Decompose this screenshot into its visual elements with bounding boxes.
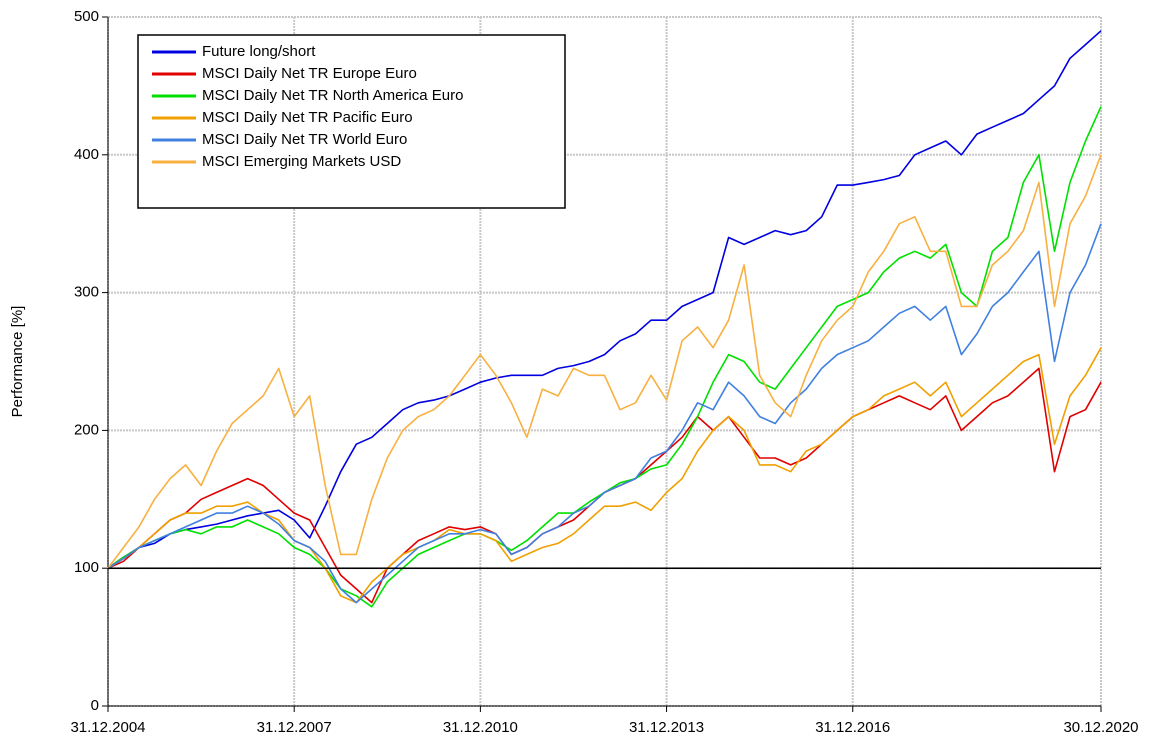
legend-label: MSCI Daily Net TR Europe Euro [202, 65, 417, 82]
y-tick-label: 0 [91, 697, 99, 714]
x-tick-label: 31.12.2007 [257, 719, 332, 736]
legend-label: MSCI Emerging Markets USD [202, 153, 401, 170]
legend-label: MSCI Daily Net TR Pacific Euro [202, 109, 413, 126]
y-axis-label: Performance [%] [9, 306, 26, 418]
y-tick-label: 200 [74, 421, 99, 438]
series-line [107, 223, 1102, 604]
y-tick-label: 400 [74, 146, 99, 163]
x-tick-label: 31.12.2004 [70, 719, 145, 736]
series-line [107, 347, 1102, 604]
legend-label: Future long/short [202, 43, 316, 60]
legend-label: MSCI Daily Net TR North America Euro [202, 87, 463, 104]
y-tick-label: 500 [74, 8, 99, 25]
legend-label: MSCI Daily Net TR World Euro [202, 131, 407, 148]
x-tick-label: 31.12.2010 [443, 719, 518, 736]
x-tick-label: 31.12.2016 [815, 719, 890, 736]
series-line [107, 154, 1102, 569]
legend-box [137, 34, 566, 209]
x-tick-label: 31.12.2013 [629, 719, 704, 736]
y-tick-label: 100 [74, 559, 99, 576]
x-tick-label: 30.12.2020 [1063, 719, 1138, 736]
y-tick-label: 300 [74, 284, 99, 301]
series-line [107, 30, 1102, 569]
